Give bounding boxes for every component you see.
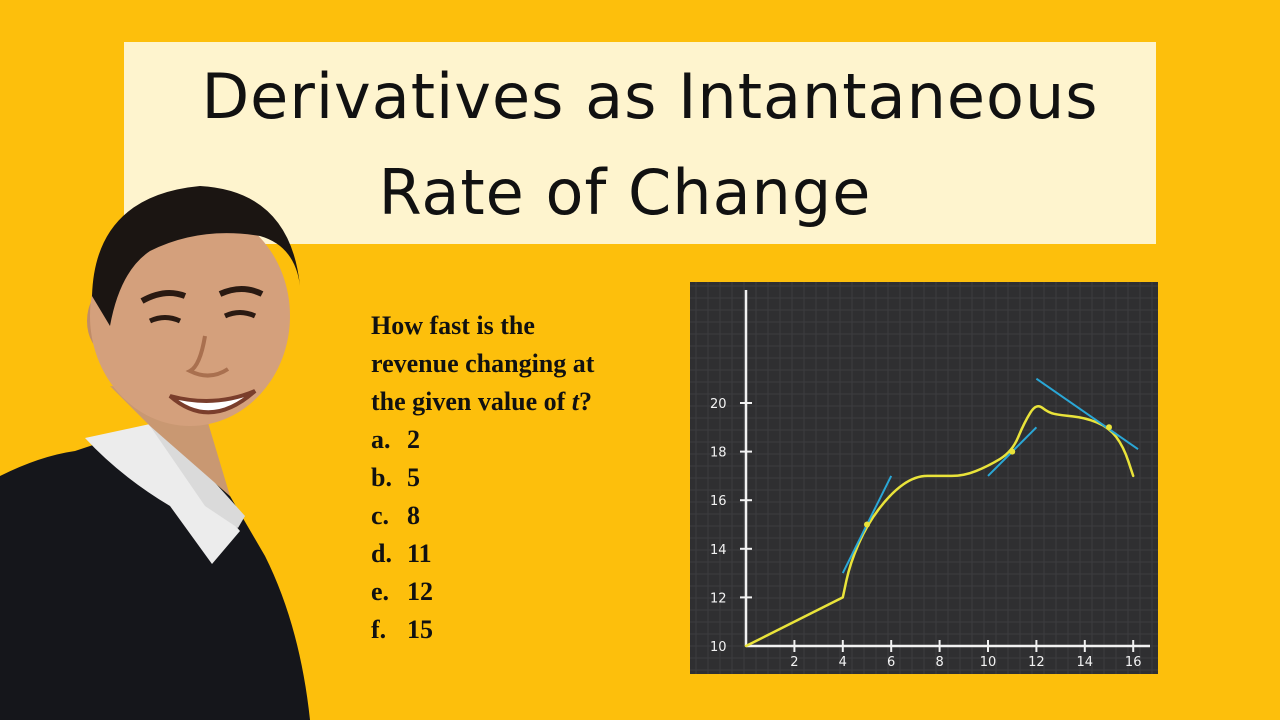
y-tick-label: 18: [710, 446, 727, 461]
title-line-1: Derivatives as Intantaneous: [201, 60, 1099, 133]
question-line-3-text: the given value of: [371, 387, 572, 416]
title-line-2: Rate of Change: [378, 156, 872, 229]
x-tick-label: 10: [980, 655, 997, 670]
y-tick-label: 14: [710, 543, 727, 558]
tangent-point: [1106, 424, 1112, 431]
tangent-line: [1035, 377, 1139, 450]
presenter-image: [0, 186, 310, 720]
question-variable: t: [571, 387, 579, 416]
y-tick-label: 10: [710, 640, 727, 655]
option-value: 11: [407, 539, 432, 568]
question-line-2: revenue changing at: [371, 349, 595, 378]
revenue-graph: 2 4 6 8 10 12 14 16 10 12 14 16 18 20: [690, 282, 1158, 674]
option-value: 8: [407, 501, 420, 530]
tangent-point: [864, 521, 870, 528]
x-tick-label: 4: [839, 655, 847, 670]
option-letter: a.: [371, 425, 391, 454]
x-tick-label: 14: [1077, 655, 1094, 670]
tangent-point: [1009, 448, 1016, 455]
option-value: 2: [407, 425, 420, 454]
option-letter: f.: [371, 615, 387, 644]
option-letter: d.: [371, 539, 392, 568]
option-f: f. 15: [371, 611, 681, 649]
option-letter: c.: [371, 501, 390, 530]
question-line-1: How fast is the: [371, 311, 535, 340]
question-line-3: the given value of t?: [371, 383, 681, 421]
option-b: b. 5: [371, 459, 681, 497]
y-tick-label: 16: [710, 494, 727, 509]
option-c: c. 8: [371, 497, 681, 535]
y-tick-label: 12: [710, 591, 727, 606]
option-e: e. 12: [371, 573, 681, 611]
x-tick-label: 8: [935, 655, 943, 670]
y-tick-label: 20: [710, 397, 727, 412]
question-block: How fast is the revenue changing at the …: [371, 307, 681, 649]
option-a: a. 2: [371, 421, 681, 459]
option-value: 5: [407, 463, 420, 492]
x-tick-label: 12: [1028, 655, 1045, 670]
title-banner: [124, 42, 1156, 244]
revenue-curve: [744, 405, 1135, 648]
option-d: d. 11: [371, 535, 681, 573]
x-tick-label: 6: [887, 655, 895, 670]
option-value: 12: [407, 577, 433, 606]
x-tick-label: 2: [790, 655, 798, 670]
question-suffix: ?: [579, 387, 592, 416]
option-letter: e.: [371, 577, 390, 606]
option-letter: b.: [371, 463, 392, 492]
option-value: 15: [407, 615, 433, 644]
x-tick-label: 16: [1125, 655, 1142, 670]
graph-panel: 2 4 6 8 10 12 14 16 10 12 14 16 18 20: [690, 282, 1158, 674]
